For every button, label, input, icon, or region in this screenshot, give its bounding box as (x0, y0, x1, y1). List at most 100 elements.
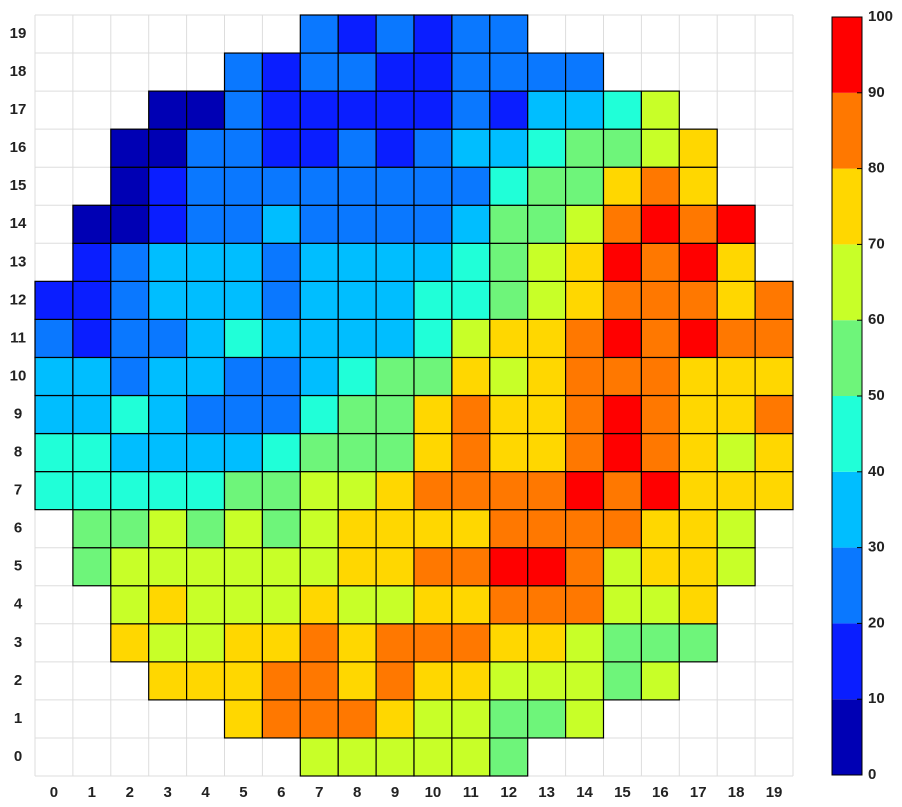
cell (148, 471, 188, 511)
cell (716, 432, 756, 473)
cell (754, 280, 794, 321)
cell (451, 432, 491, 473)
cell (375, 52, 415, 92)
cell (34, 280, 74, 321)
cell (148, 128, 188, 168)
cell (375, 737, 415, 777)
cell (413, 432, 453, 473)
cell (148, 623, 188, 663)
y-tick-label: 16 (10, 139, 27, 156)
cell (110, 432, 150, 473)
cell (602, 471, 643, 511)
cell (489, 166, 529, 206)
cell (299, 737, 339, 777)
x-tick-label: 9 (391, 784, 399, 801)
cell (489, 128, 529, 168)
cell (754, 394, 794, 435)
cell (489, 623, 529, 663)
y-tick-label: 15 (10, 177, 27, 194)
y-tick-label: 12 (10, 291, 27, 308)
cell (34, 432, 74, 473)
x-tick-label: 0 (50, 784, 58, 801)
cell (716, 471, 756, 511)
cell (489, 699, 529, 739)
cell (527, 432, 567, 473)
cell (564, 394, 605, 435)
cell (186, 471, 226, 511)
cell (34, 394, 74, 435)
cell (527, 52, 567, 92)
cell (299, 52, 339, 92)
cell (148, 90, 188, 130)
x-tick-label: 12 (500, 784, 517, 801)
cell (299, 432, 339, 473)
cell (72, 318, 112, 359)
cell (337, 14, 377, 54)
cell (223, 242, 264, 282)
cell (299, 14, 339, 54)
cell (337, 52, 377, 92)
cell (186, 623, 226, 663)
cell (261, 204, 301, 244)
cell (413, 14, 453, 54)
cell (413, 394, 453, 435)
cell (640, 242, 680, 282)
cell (110, 204, 150, 244)
cell (451, 166, 491, 206)
cell (489, 318, 529, 359)
colorbar-tick-label: 80 (868, 160, 885, 177)
cell (299, 509, 339, 549)
cell (602, 280, 643, 321)
cell (299, 547, 339, 587)
cell (375, 699, 415, 739)
cell (678, 547, 718, 587)
cell (451, 509, 491, 549)
x-tick-label: 14 (576, 784, 593, 801)
cell (148, 509, 188, 549)
cell (716, 242, 756, 282)
cell (451, 737, 491, 777)
cell (489, 547, 529, 587)
cell (337, 356, 377, 397)
cell (261, 432, 301, 473)
cell (640, 471, 680, 511)
colorbar-tick-label: 20 (868, 614, 885, 631)
cell (451, 585, 491, 625)
cell (451, 90, 491, 130)
colorbar-band (832, 547, 862, 624)
cell (678, 204, 718, 244)
cell (413, 471, 453, 511)
colorbar-tick-label: 90 (868, 84, 885, 101)
cell (223, 509, 264, 549)
cell (261, 166, 301, 206)
cell (223, 318, 264, 359)
cell (413, 90, 453, 130)
cell (602, 623, 643, 663)
cell (261, 242, 301, 282)
cell (261, 471, 301, 511)
cell (527, 90, 567, 130)
cell (716, 394, 756, 435)
cell (261, 585, 301, 625)
cell (223, 356, 264, 397)
cell (640, 166, 680, 206)
cell (489, 52, 529, 92)
cell (223, 128, 264, 168)
cell (375, 394, 415, 435)
cell (489, 280, 529, 321)
cell (72, 509, 112, 549)
cell (451, 394, 491, 435)
cell (337, 661, 377, 701)
cell (527, 471, 567, 511)
cell (261, 547, 301, 587)
cell (34, 318, 74, 359)
cell (337, 318, 377, 359)
cell (678, 471, 718, 511)
cell (110, 585, 150, 625)
cell (337, 471, 377, 511)
cell (375, 14, 415, 54)
cell (640, 318, 680, 359)
cell (678, 585, 718, 625)
cell (375, 432, 415, 473)
cell (754, 432, 794, 473)
